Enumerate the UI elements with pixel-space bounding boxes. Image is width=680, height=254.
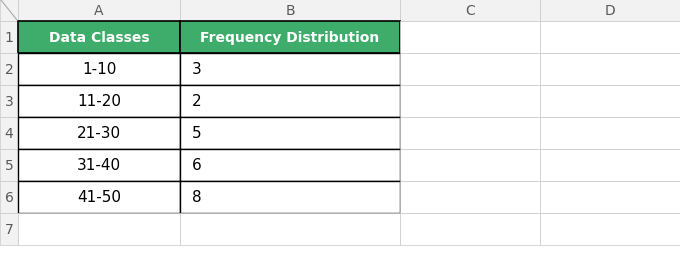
Bar [18,118,180,149]
Bar [180,118,400,149]
Bar [540,149,680,181]
Bar [400,213,540,245]
Bar [540,0,680,22]
Bar [400,118,540,149]
Text: 6: 6 [192,158,202,173]
Text: 7: 7 [5,222,14,236]
Text: 21-30: 21-30 [77,126,121,141]
Text: D: D [605,4,615,18]
Bar [18,0,180,22]
Bar [18,54,180,86]
Text: 6: 6 [5,190,14,204]
Text: 11-20: 11-20 [77,94,121,109]
Bar [18,22,180,54]
Text: A: A [95,4,104,18]
Bar [18,213,180,245]
Bar [400,22,540,54]
Bar [540,22,680,54]
Bar [0,22,18,54]
Bar [400,181,540,213]
Bar [400,149,540,181]
Text: 2: 2 [5,63,14,77]
Text: 31-40: 31-40 [77,158,121,173]
Text: B: B [285,4,295,18]
Bar [180,54,400,86]
Bar [18,149,180,181]
Bar [180,213,400,245]
Bar [0,54,18,86]
Text: 5: 5 [192,126,202,141]
Text: 1-10: 1-10 [82,62,116,77]
Bar [180,181,400,213]
Text: 2: 2 [192,94,202,109]
Text: Frequency Distribution: Frequency Distribution [201,31,379,45]
Bar [0,149,18,181]
Bar [180,0,400,22]
Bar [0,0,18,22]
Text: 5: 5 [5,158,14,172]
Text: 8: 8 [192,190,202,205]
Bar [18,86,180,118]
Text: 4: 4 [5,126,14,140]
Bar [0,118,18,149]
Bar [540,181,680,213]
Text: C: C [465,4,475,18]
Bar [0,86,18,118]
Bar [18,181,180,213]
Text: 3: 3 [192,62,202,77]
Bar [180,22,400,54]
Text: 1: 1 [5,31,14,45]
Text: 41-50: 41-50 [77,190,121,205]
Bar [400,54,540,86]
Bar [180,149,400,181]
Text: 3: 3 [5,95,14,108]
Bar [540,118,680,149]
Bar [0,213,18,245]
Bar [540,54,680,86]
Bar [180,86,400,118]
Bar [540,86,680,118]
Bar [400,86,540,118]
Bar [400,0,540,22]
Bar [0,181,18,213]
Text: Data Classes: Data Classes [49,31,150,45]
Bar [540,213,680,245]
